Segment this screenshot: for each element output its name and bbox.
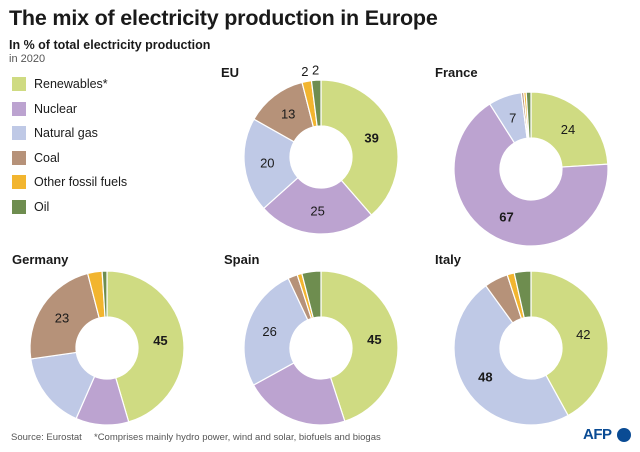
data-label: 13 [281,107,295,122]
slice-renewables [106,270,185,423]
legend-label: Other fossil fuels [34,175,128,189]
chart-title-eu: EU [221,65,239,80]
data-label: 45 [367,332,381,347]
data-label: 25 [310,203,324,218]
slice-renewables [320,79,399,216]
chart-title-spain: Spain [224,252,259,267]
chart-subtitle: In % of total electricity production [9,38,211,52]
slice-oil [301,270,322,319]
data-label: 39 [364,131,378,146]
slice-oil [525,91,532,139]
footnote: *Comprises mainly hydro power, wind and … [94,432,381,443]
data-label: 26 [262,324,276,339]
slice-coal [29,272,100,360]
legend-label: Coal [34,150,60,165]
chart-title-france: France [435,65,478,80]
chart-title-italy: Italy [435,252,462,267]
data-label: 20 [260,155,274,170]
afp-badge-icon [617,428,631,442]
legend-swatch [12,126,26,140]
slice-nuclear [262,176,373,235]
data-label: 45 [153,333,167,348]
slice-renewables [530,270,609,417]
slice-oil [101,270,108,318]
slice-natural-gas [243,118,299,210]
data-label: 48 [478,369,492,384]
legend-swatch [12,77,26,91]
chart-title: The mix of electricity production in Eur… [9,6,438,30]
chart-title-germany: Germany [12,252,69,267]
slice-nuclear [252,362,346,426]
legend-swatch [12,150,26,165]
data-label: 42 [576,327,590,342]
legend-swatch [12,199,26,214]
chart-year: in 2020 [9,53,46,65]
slice-renewables [530,91,609,168]
legend-label: Oil [34,199,50,214]
data-label: 7 [509,111,516,126]
legend-label: Renewables* [34,77,108,91]
data-label: 24 [561,122,575,137]
data-label: 2 [312,63,319,78]
slice-renewables [320,270,399,422]
slice-oil [513,270,532,319]
slice-natural-gas [453,284,569,426]
slice-oil [310,79,322,127]
data-label: 23 [55,311,69,326]
legend-swatch [12,175,26,189]
legend-label: Nuclear [34,101,78,116]
slice-nuclear [453,103,609,247]
legend-swatch [12,101,26,116]
data-label: 2 [301,64,308,79]
afp-logo: AFP [583,426,612,443]
source-note: Source: Eurostat [11,432,82,443]
slice-natural-gas [243,277,309,386]
legend-label: Natural gas [34,126,98,140]
data-label: 67 [499,210,513,225]
